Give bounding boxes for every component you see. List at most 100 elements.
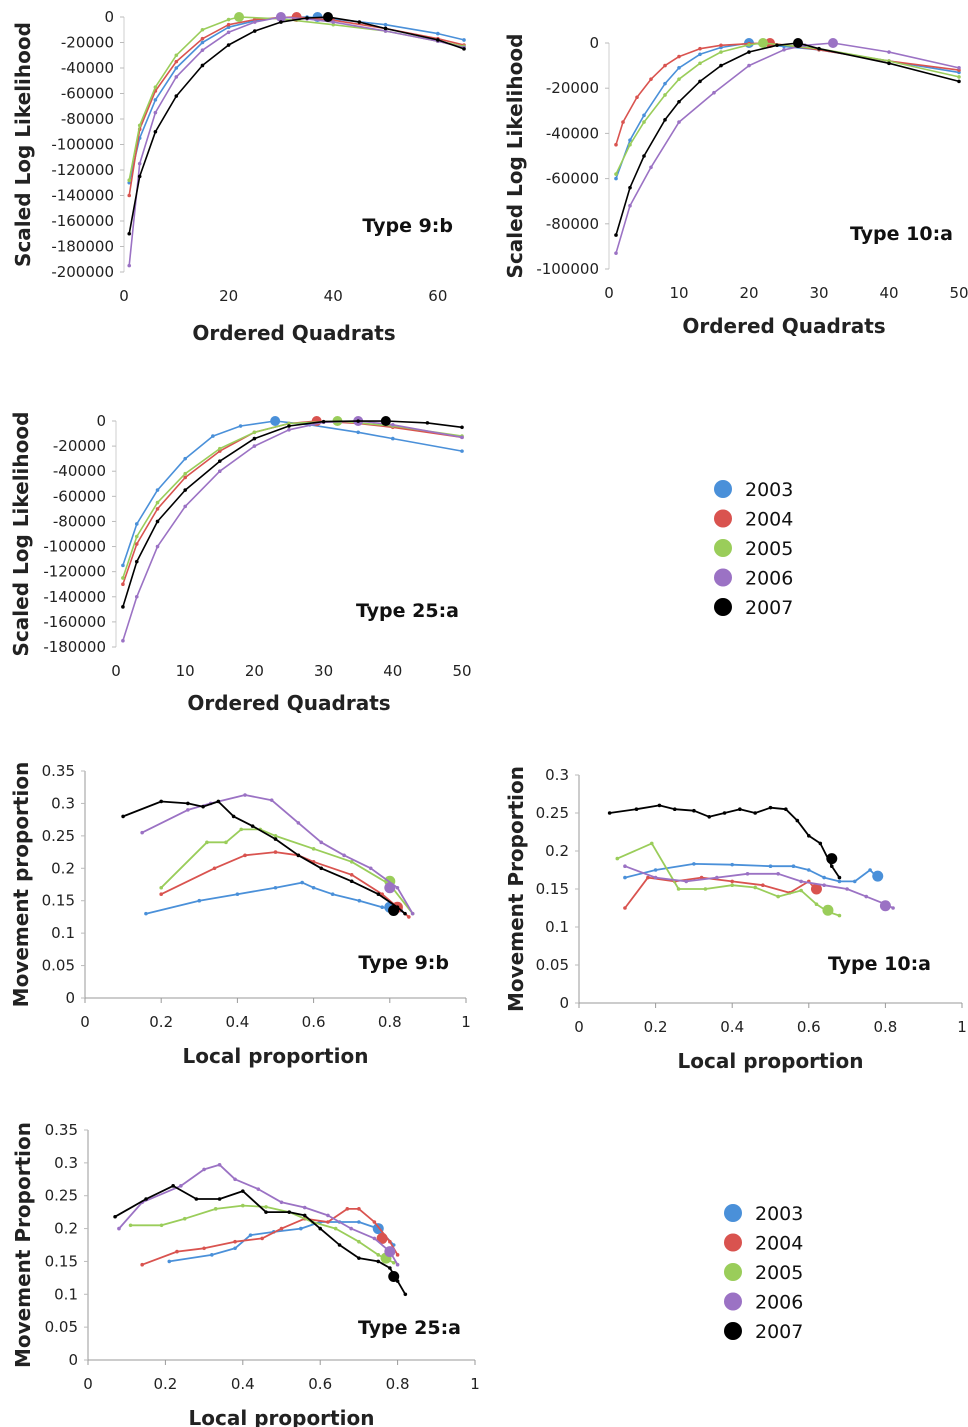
legend-swatch-2003: [724, 1204, 742, 1222]
series-line-2003: [145, 881, 402, 915]
data-point-2007: [784, 807, 788, 811]
data-point-2007: [753, 811, 757, 815]
data-point-2007: [628, 185, 632, 190]
data-point-2003: [121, 563, 125, 568]
data-point-2007: [273, 837, 278, 841]
data-point-2005: [376, 1253, 381, 1257]
data-point-2006: [183, 504, 187, 509]
end-marker-2006: [384, 1246, 396, 1258]
data-point-2003: [614, 176, 618, 181]
data-point-2006: [269, 798, 274, 802]
y-tick-label: 0: [65, 989, 75, 1007]
data-point-2006: [134, 594, 139, 599]
data-point-2003: [144, 911, 148, 916]
y-tick-label: -80000: [53, 512, 106, 530]
data-point-2004: [649, 77, 653, 81]
data-point-2006: [186, 808, 190, 812]
data-point-2005: [121, 576, 125, 580]
data-point-2003: [134, 522, 139, 526]
data-point-2003: [226, 25, 231, 30]
data-point-2003: [235, 892, 240, 897]
legend-swatch-2004: [714, 509, 732, 528]
data-point-2006: [391, 422, 395, 427]
data-point-2003: [299, 1226, 303, 1231]
legend-label-2003: 2003: [755, 1203, 803, 1225]
data-point-2006: [395, 885, 400, 890]
data-point-2006: [684, 879, 689, 884]
data-point-2003: [183, 456, 187, 461]
data-point-2003: [357, 1220, 361, 1224]
y-tick-label: -120000: [51, 161, 114, 179]
y-axis-title: Movement Proportion: [504, 766, 528, 1012]
data-point-2003: [311, 885, 316, 890]
data-point-2006: [140, 830, 144, 835]
data-point-2003: [822, 875, 826, 880]
data-point-2006: [279, 1200, 284, 1205]
data-point-2005: [134, 534, 139, 539]
data-point-2004: [140, 1262, 144, 1267]
data-point-2007: [436, 38, 440, 42]
data-point-2005: [776, 894, 780, 899]
x-tick-label: 1: [470, 1375, 480, 1393]
y-axis-title: Movement Proportion: [11, 1122, 35, 1368]
legend-swatch-2004: [724, 1233, 742, 1252]
legend-label-2006: 2006: [755, 1292, 803, 1314]
y-axis-title: Movement proportion: [9, 762, 33, 1008]
data-point-2007: [226, 43, 231, 47]
end-marker-2007: [826, 853, 838, 865]
peak-marker-2007: [380, 416, 391, 426]
y-tick-label: -60000: [61, 85, 114, 103]
data-point-2003: [167, 1259, 172, 1264]
data-point-2006: [653, 875, 658, 880]
data-point-2006: [155, 544, 160, 549]
data-point-2007: [376, 1259, 381, 1264]
data-point-2004: [407, 915, 411, 919]
data-point-2005: [663, 93, 667, 97]
data-point-2003: [642, 113, 646, 118]
data-point-2004: [159, 892, 163, 897]
data-point-2006: [799, 879, 803, 884]
data-point-2005: [649, 841, 654, 846]
x-tick-label: 20: [245, 662, 264, 680]
y-tick-label: 0.3: [51, 794, 75, 812]
end-marker-2006: [879, 900, 891, 912]
y-tick-label: -20000: [53, 437, 106, 455]
data-point-2007: [818, 841, 823, 846]
legend-2: 2003 2004 2005 2006 2007: [724, 1203, 803, 1343]
data-point-2006: [845, 887, 849, 891]
data-point-2006: [410, 911, 415, 916]
y-tick-label: -200000: [51, 263, 114, 281]
data-point-2006: [383, 29, 388, 33]
peak-marker-2005: [758, 38, 768, 48]
data-point-2007: [707, 815, 712, 819]
y-axis-title: Scaled Log Likelihood: [503, 34, 527, 279]
data-point-2006: [395, 1262, 400, 1267]
data-point-2007: [200, 63, 205, 68]
data-point-2003: [628, 138, 632, 142]
x-tick-label: 0: [604, 284, 614, 302]
data-point-2007: [692, 808, 696, 813]
data-point-2006: [747, 63, 751, 68]
data-point-2005: [703, 887, 708, 891]
data-point-2006: [226, 30, 231, 35]
data-point-2007: [127, 231, 132, 236]
data-point-2003: [807, 868, 811, 872]
data-point-2007: [403, 911, 407, 916]
data-point-2007: [807, 834, 811, 838]
y-tick-label: 0.15: [536, 880, 569, 898]
y-tick-label: 0.05: [536, 956, 569, 974]
chart-panel-3: 0 -20000 -40000 -60000 -80000 -100000 -120000 -…: [9, 412, 472, 715]
legend-label-2007: 2007: [745, 597, 793, 619]
y-tick-label: 0: [559, 994, 569, 1012]
data-point-2003: [210, 1253, 214, 1257]
x-tick-label: 0.4: [231, 1375, 255, 1393]
data-point-2006: [460, 435, 464, 440]
y-tick-label: -80000: [61, 110, 114, 128]
chart-panel-5: 0 0.05 0.1 0.15 0.2 0.25 0.3 0 0.2 0.4 0.6 0.8 1 Loca…: [504, 766, 967, 1073]
data-point-2007: [677, 99, 681, 104]
y-axis-title: Scaled Log Likelihood: [9, 412, 33, 657]
chart-panel-1: 0 -20000 -40000 -60000 -80000 -100000 -120000 -…: [11, 8, 466, 345]
data-point-2007: [357, 20, 362, 24]
data-point-2006: [782, 47, 786, 52]
legend-swatch-2005: [714, 539, 732, 557]
